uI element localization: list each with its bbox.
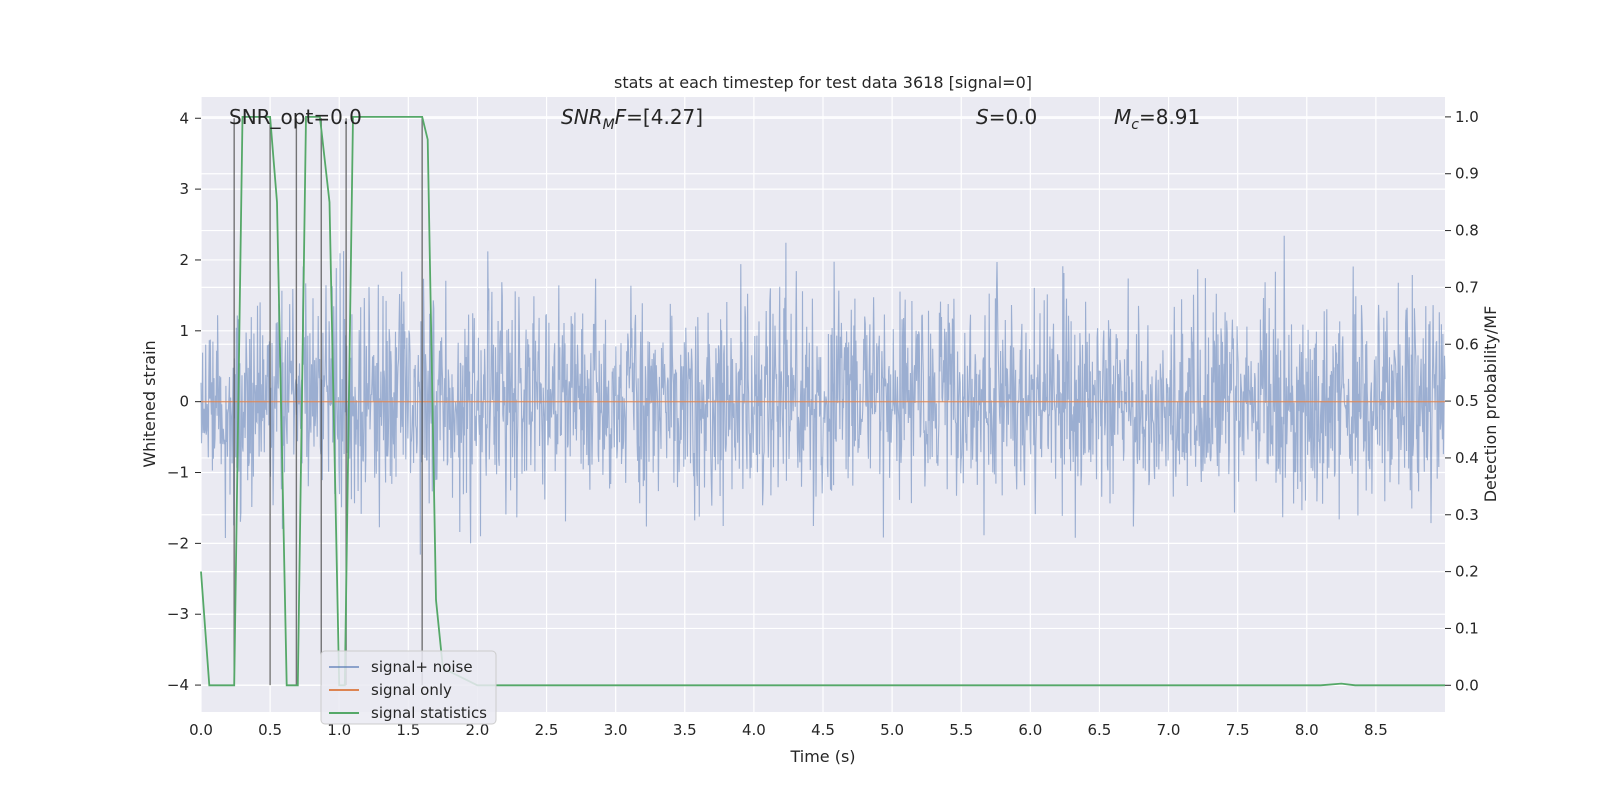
y-right-tick-label: 0.4 <box>1455 449 1479 467</box>
annotation-mc-sub: c <box>1131 117 1139 133</box>
annotation-snr-mf-sub: M <box>603 117 615 133</box>
y-left-tick-label: 2 <box>179 251 189 269</box>
x-axis-ticks: 0.0 0.5 1.0 1.5 2.0 2.5 3.0 3.5 4.0 4.5 5.0 5.5 6.0 6… <box>189 721 1388 739</box>
y-right-tick-label: 0.8 <box>1455 222 1479 240</box>
x-tick-label: 7.5 <box>1226 721 1250 739</box>
y-right-tick-label: 0.1 <box>1455 619 1479 637</box>
legend-box <box>320 650 497 725</box>
y-right-tick-label: 0.0 <box>1455 676 1479 694</box>
x-tick-label: 2.0 <box>466 721 490 739</box>
y-left-tick-label: −1 <box>167 464 189 482</box>
annotation-s-rest: =0.0 <box>989 105 1038 129</box>
x-tick-label: 6.0 <box>1018 721 1042 739</box>
legend-label: signal only <box>371 681 452 699</box>
x-tick-label: 1.0 <box>327 721 351 739</box>
annotation-s: S=0.0 <box>976 105 1037 129</box>
x-tick-label: 8.0 <box>1295 721 1319 739</box>
y-left-axis-label: Whitened strain <box>140 340 159 467</box>
y-right-axis-label: Detection probability/MF <box>1481 306 1500 503</box>
annotation-snr-opt: SNR_opt=0.0 <box>229 105 362 129</box>
x-tick-label: 2.5 <box>535 721 559 739</box>
chart-title: stats at each timestep for test data 361… <box>614 73 1032 92</box>
x-tick-label: 0.0 <box>189 721 213 739</box>
annotation-mc-rest: =8.91 <box>1139 105 1200 129</box>
series-signal-noise <box>200 235 1446 555</box>
x-tick-label: 4.0 <box>742 721 766 739</box>
x-tick-label: 5.0 <box>880 721 904 739</box>
x-tick-label: 6.5 <box>1088 721 1112 739</box>
legend-label: signal+ noise <box>371 658 473 676</box>
annotation-snr-opt-text: SNR_opt=0.0 <box>229 105 362 129</box>
y-left-tick-label: 4 <box>179 109 189 127</box>
y-right-tick-label: 1.0 <box>1455 108 1479 126</box>
annotation-s-italic: S <box>976 105 989 129</box>
y-left-tick-label: 1 <box>179 322 189 340</box>
y-left-tick-label: −2 <box>167 534 189 552</box>
x-tick-label: 5.5 <box>949 721 973 739</box>
annotation-snr-mf-base: SNR <box>561 105 603 129</box>
x-tick-label: 3.5 <box>673 721 697 739</box>
y-right-tick-label: 0.9 <box>1455 165 1479 183</box>
y-left-tick-label: 0 <box>179 393 189 411</box>
annotation-snr-mf: SNRMF=[4.27] <box>561 105 703 133</box>
x-tick-label: 7.0 <box>1157 721 1181 739</box>
legend-label: signal statistics <box>371 704 487 722</box>
y-left-tick-label: −3 <box>167 605 189 623</box>
y-right-tick-label: 0.3 <box>1455 506 1479 524</box>
annotation-snr-mf-rest: =[4.27] <box>626 105 703 129</box>
x-axis-label: Time (s) <box>789 747 855 766</box>
annotation-snr-mf-rest-italic: F <box>615 105 627 129</box>
y-right-axis-ticks: 1.0 0.9 0.8 0.7 0.6 0.5 0.4 0.3 0.2 0.1 0.0 <box>1445 108 1479 694</box>
x-tick-label: 4.5 <box>811 721 835 739</box>
annotation-mc-base: M <box>1114 105 1131 129</box>
x-tick-label: 1.5 <box>396 721 420 739</box>
y-left-tick-label: −4 <box>167 676 189 694</box>
y-right-tick-label: 0.6 <box>1455 335 1479 353</box>
x-tick-label: 3.0 <box>604 721 628 739</box>
legend: signal+ noise signal only signal statistic… <box>320 650 497 725</box>
y-right-tick-label: 0.2 <box>1455 563 1479 581</box>
annotation-mc: Mc=8.91 <box>1114 105 1200 133</box>
y-right-tick-label: 0.7 <box>1455 278 1479 296</box>
x-tick-label: 0.5 <box>258 721 282 739</box>
y-left-tick-label: 3 <box>179 180 189 198</box>
y-left-axis-ticks: 4 3 2 1 0 −1 −2 −3 −4 <box>167 109 201 694</box>
noise-line <box>200 235 1446 555</box>
y-right-tick-label: 0.5 <box>1455 392 1479 410</box>
x-tick-label: 8.5 <box>1364 721 1388 739</box>
